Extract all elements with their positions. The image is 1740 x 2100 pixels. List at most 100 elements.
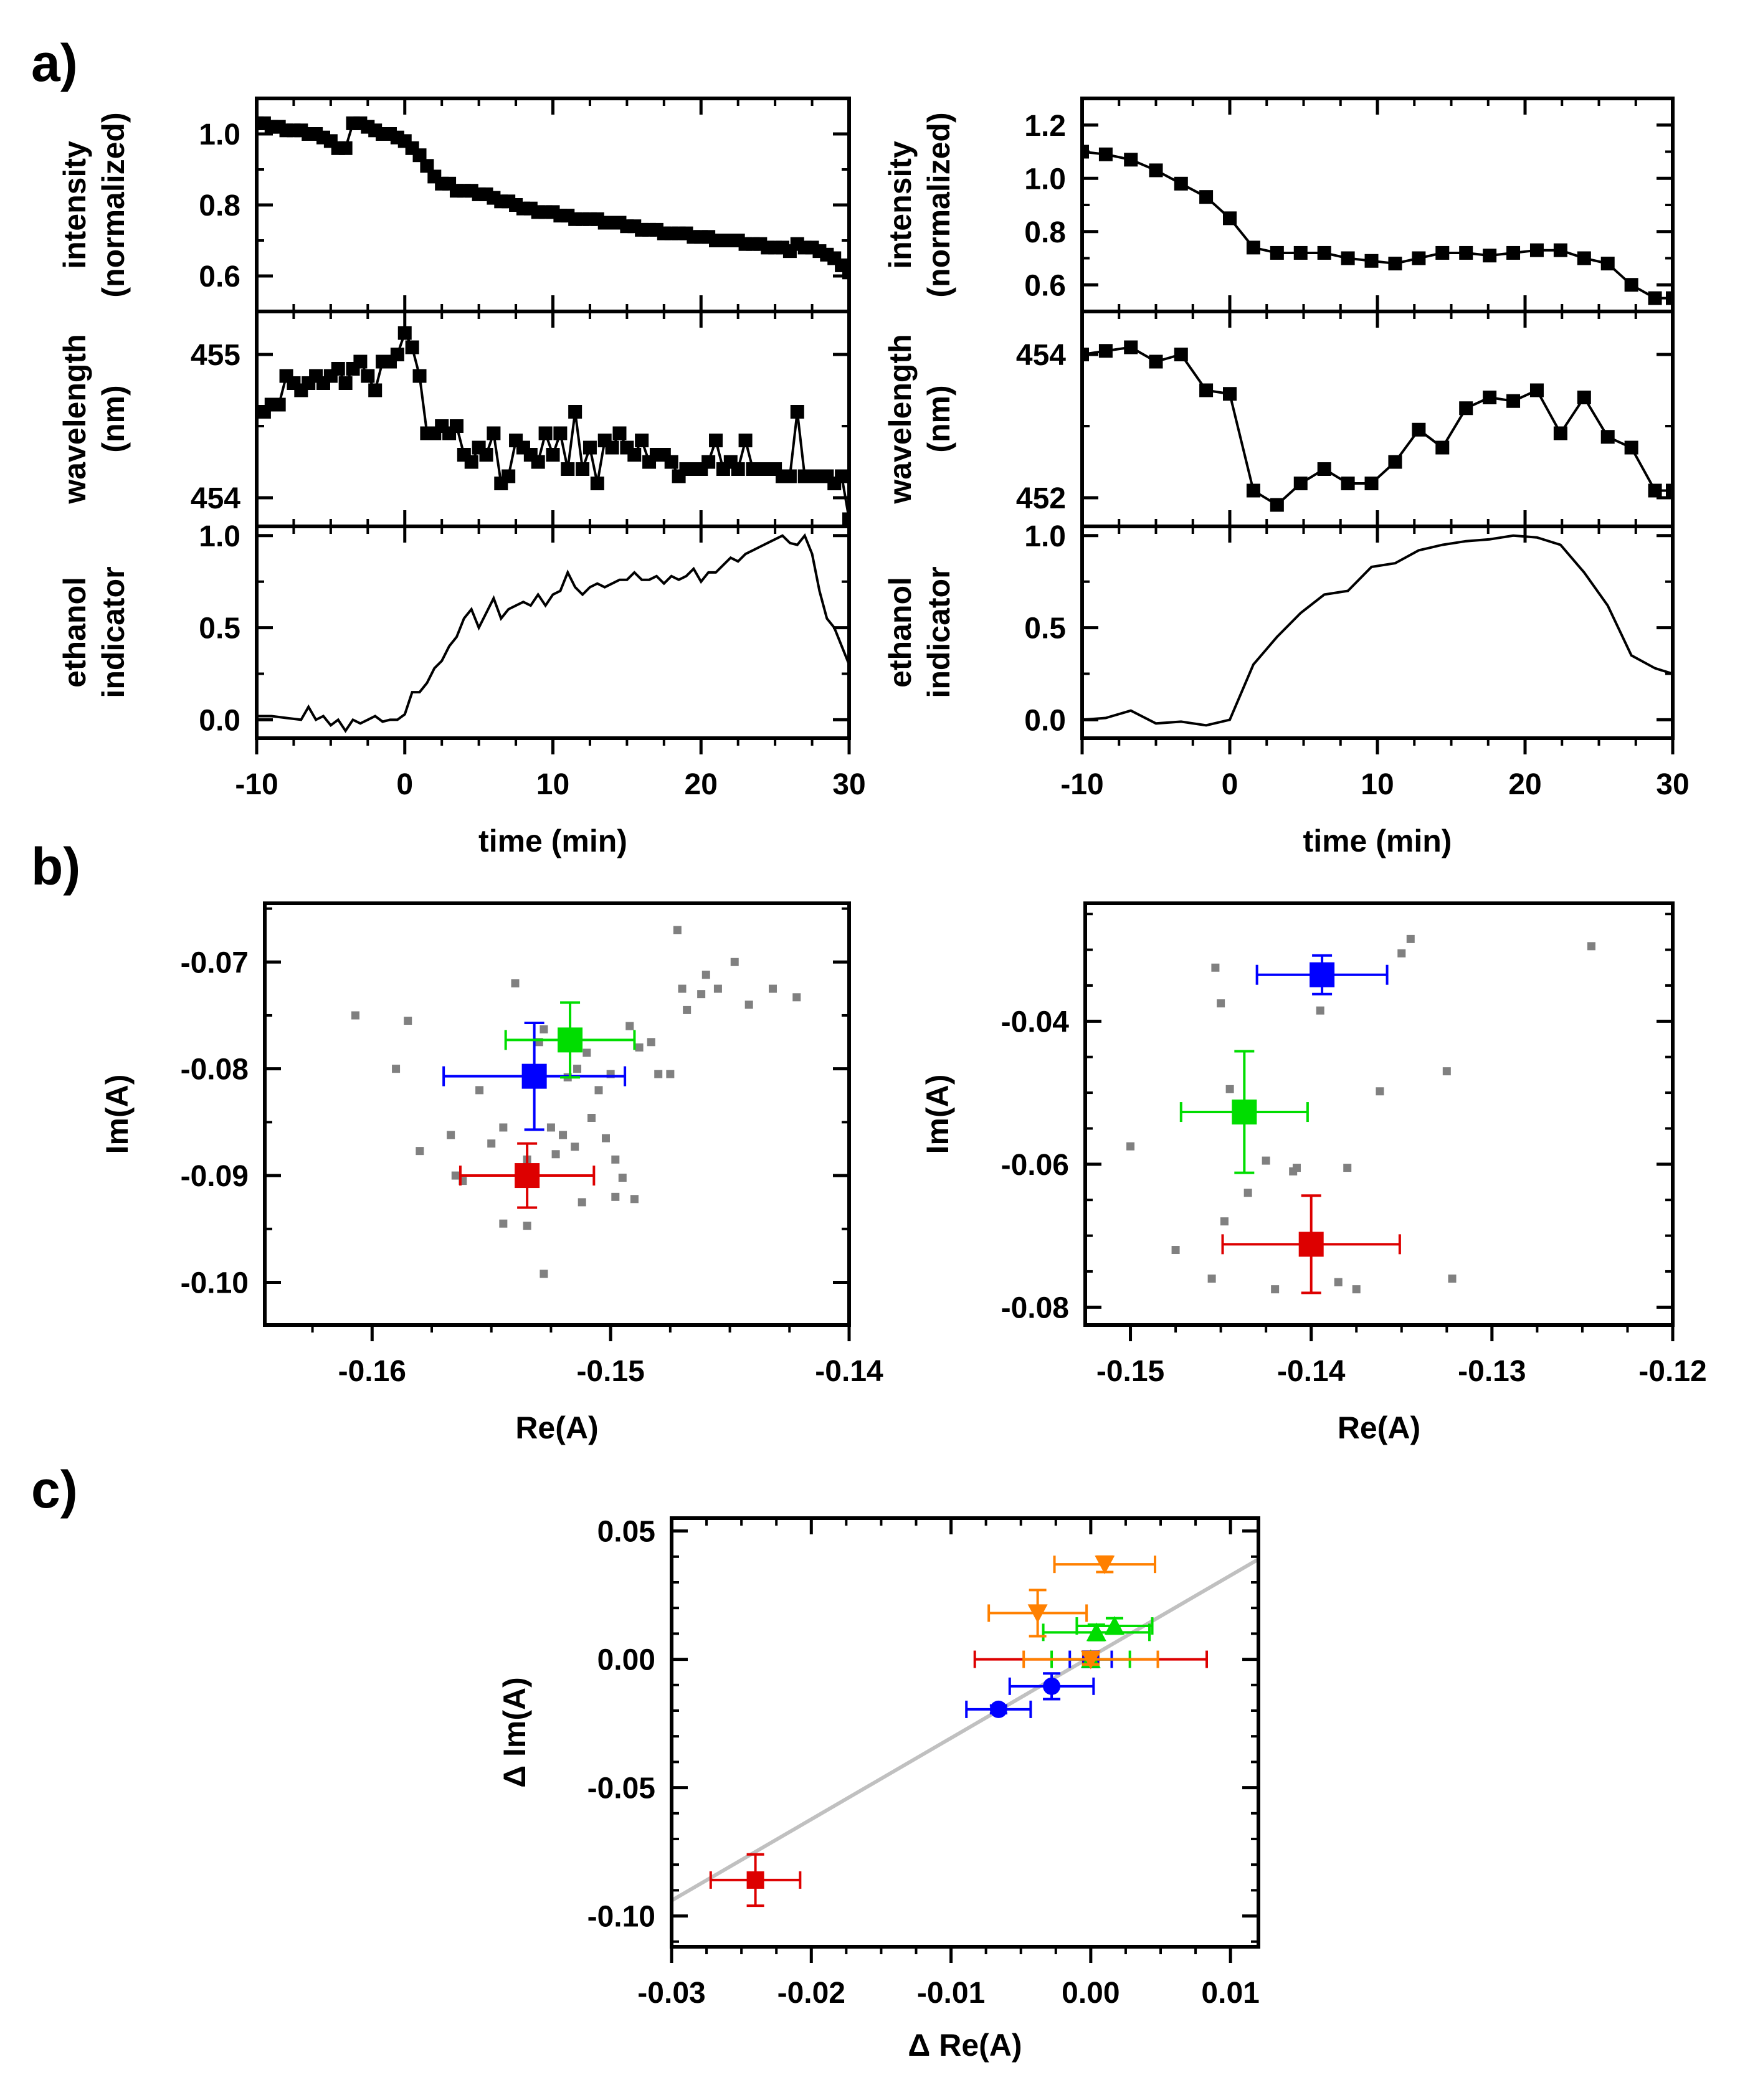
- b-right-y-axis-label: Im(A): [920, 1075, 955, 1154]
- a-left-wavelength-point: [368, 383, 383, 397]
- c-data-point: [1053, 1555, 1157, 1575]
- a-right-intensity-point: [1293, 245, 1308, 260]
- b-left-mean-square: [515, 1163, 540, 1189]
- b-right-sample-point: [1587, 942, 1595, 951]
- a-left-wavelength-point: [782, 469, 797, 483]
- c-x-tick-label: -0.03: [637, 1977, 705, 2010]
- b-left-y-tick-label: -0.07: [181, 946, 249, 979]
- a-right-intensity-point: [1666, 291, 1673, 305]
- b-right-sample-point: [1126, 1142, 1135, 1151]
- a-right-wavelength-point: [1388, 455, 1402, 469]
- a-right-ethanol-series: [1082, 534, 1673, 727]
- a-right-ethanol-y-tick-label: 0.5: [1024, 612, 1066, 645]
- panel-label-a: a): [31, 34, 78, 92]
- c-x-tick-label: -0.01: [917, 1977, 985, 2010]
- a-right-wavelength-point: [1293, 477, 1308, 490]
- b-left-sample-point: [744, 1000, 753, 1009]
- a-left-wavelength-point: [664, 455, 678, 469]
- a-right-intensity-point: [1223, 211, 1237, 226]
- a-right-wavelength-point: [1317, 462, 1331, 476]
- b-left-y-tick-label: -0.08: [181, 1053, 249, 1086]
- a-right-intensity-point: [1553, 243, 1567, 257]
- b-left-sample-point: [487, 1139, 496, 1148]
- b-left-sample-point: [587, 1113, 596, 1122]
- a-left-wavelength-y-axis-label: wavelength: [57, 334, 92, 504]
- b-right-x-tick-label: -0.15: [1096, 1355, 1164, 1388]
- a-right-intensity-point: [1577, 251, 1591, 265]
- a-right-wavelength-point: [1648, 483, 1662, 498]
- a-left-intensity-y-axis-label: intensity: [57, 141, 92, 269]
- a-right-wavelength-point: [1098, 344, 1113, 358]
- a-right-wavelength-point: [1270, 498, 1284, 512]
- a-right-intensity-point: [1270, 245, 1284, 260]
- a-left-wavelength-point: [338, 376, 353, 390]
- a-right-intensity-point: [1098, 147, 1113, 161]
- b-left-sample-point: [559, 1131, 568, 1139]
- a-right-wavelength-y-ticks: 452 454: [1016, 339, 1673, 515]
- c-x-tick-label: 0.01: [1201, 1977, 1259, 2010]
- a-right-ethanol-x-tick-label: 30: [1656, 768, 1689, 801]
- a-right-intensity-point: [1246, 240, 1260, 255]
- b-left-sample-point: [654, 1070, 663, 1078]
- b-right-sample-point: [1397, 949, 1406, 957]
- b-left-sample-point: [551, 1150, 560, 1159]
- a-left-wavelength-point: [449, 419, 464, 433]
- b-right-sample-point: [1225, 1085, 1234, 1093]
- a-right-intensity-point: [1529, 243, 1544, 257]
- a-right-intensity-y-tick-label: 1.0: [1024, 163, 1066, 196]
- a-right-ethanol-y-axis-label: ethanol: [883, 577, 918, 688]
- a-left-wavelength-point: [531, 455, 545, 469]
- b-right-mean-square: [1232, 1100, 1257, 1125]
- b-right-frame: [1083, 901, 1675, 1327]
- a-left-wavelength-point: [479, 448, 493, 462]
- a-right-intensity-y-axis-label: intensity: [883, 141, 918, 269]
- b-left-sample-point: [540, 1270, 548, 1278]
- a-left-wavelength-point: [568, 405, 582, 419]
- a-right-intensity-point: [1483, 249, 1497, 263]
- a-left-wavelength-y-ticks: 454 455: [191, 339, 849, 515]
- a-right-intensity-point: [1149, 163, 1163, 178]
- b-right-y-tick-label: -0.04: [1001, 1005, 1070, 1038]
- a-left-ethanol-x-tick-label: -10: [235, 768, 278, 801]
- a-right-intensity-series: [1082, 145, 1673, 305]
- a-left-wavelength-point: [487, 426, 501, 440]
- b-right-mean-square: [1298, 1232, 1324, 1257]
- c-y-axis-label: Δ Im(A): [497, 1677, 532, 1788]
- b-left-y-tick-label: -0.10: [181, 1266, 249, 1299]
- a-left-wavelength-point: [553, 426, 568, 440]
- b-right-mean-marker: [1255, 954, 1389, 995]
- b-left-sample-point: [451, 1171, 460, 1180]
- a-left-intensity-series: [257, 116, 849, 280]
- a-left-intensity-y-axis-label: (normalized): [96, 112, 131, 297]
- a-left-wavelength-point: [835, 469, 849, 483]
- a-left-wavelength-point: [390, 348, 404, 361]
- a-right-intensity-point: [1174, 176, 1188, 191]
- b-right-sample-point: [1271, 1285, 1280, 1294]
- a-right-intensity-y-tick-label: 0.8: [1024, 216, 1066, 249]
- a-left-wavelength-point: [412, 369, 427, 383]
- a-left-wavelength-point: [561, 462, 575, 476]
- a-right-ethanol-y-ticks: 0.0 0.5 1.0: [1024, 520, 1673, 737]
- c-square-marker: [746, 1871, 764, 1889]
- a-left-ethanol-x-tick-label: 30: [832, 768, 865, 801]
- a-left-intensity-point: [338, 141, 353, 155]
- c-data-point: [1042, 1622, 1151, 1642]
- b-right-x-tick-label: -0.13: [1458, 1355, 1526, 1388]
- b-right-sample-point: [1211, 963, 1220, 972]
- a-left-wavelength-point: [353, 354, 368, 369]
- b-right-sample-point: [1334, 1278, 1343, 1286]
- b-right-sample-point: [1171, 1246, 1180, 1255]
- a-right-wavelength-point: [1459, 401, 1473, 416]
- a-right-wavelength-point: [1529, 383, 1544, 397]
- a-right-wavelength-x-ticks: [1080, 311, 1675, 526]
- a-right-wavelength-y-axis-label: wavelength: [883, 334, 918, 504]
- b-left-sample-point: [540, 1025, 548, 1033]
- a-left-wavelength-point: [405, 340, 419, 354]
- a-left-ethanol-y-tick-label: 0.0: [199, 704, 240, 737]
- a-right-wavelength-point: [1341, 477, 1355, 490]
- a-left-intensity-y-tick-label: 1.0: [199, 118, 240, 151]
- a-left-ethanol-y-axis-label: indicator: [96, 566, 131, 698]
- a-right-intensity-point: [1317, 245, 1331, 260]
- a-left-ethanol-x-ticks: -10 0 10 20 30: [235, 526, 866, 801]
- c-fit-line: [672, 1557, 1258, 1903]
